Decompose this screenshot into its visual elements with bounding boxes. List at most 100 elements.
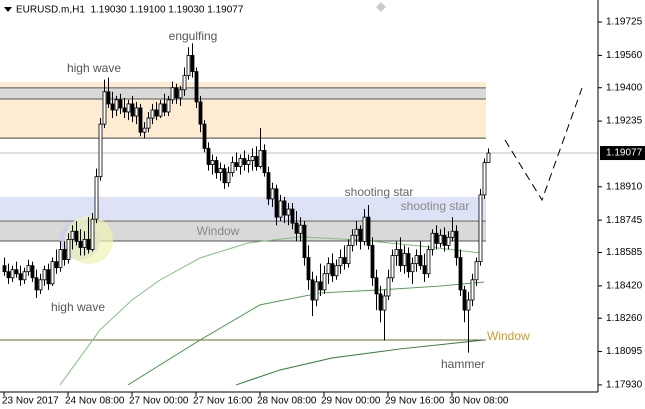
candle-body bbox=[286, 208, 291, 216]
candle-body bbox=[386, 277, 391, 297]
candle-body bbox=[374, 277, 379, 295]
candle-body bbox=[430, 232, 435, 250]
candle-body bbox=[438, 234, 443, 244]
candle-body bbox=[202, 123, 207, 149]
candle-body bbox=[270, 188, 275, 200]
candle-body bbox=[118, 99, 123, 109]
candle-body bbox=[210, 160, 215, 165]
candle-body bbox=[482, 162, 487, 196]
candle-body bbox=[266, 172, 271, 200]
candle-body bbox=[190, 54, 195, 72]
candle-body bbox=[146, 117, 151, 129]
candle-body bbox=[98, 123, 103, 178]
x-tick-label: 28 Nov 08:00 bbox=[257, 396, 317, 407]
chart-title: EURUSD.m,H1 1.19030 1.19100 1.19030 1.19… bbox=[16, 5, 244, 16]
candle-body bbox=[138, 107, 143, 133]
candle-body bbox=[426, 249, 431, 275]
y-tick-label: 1.19400 bbox=[606, 82, 643, 93]
candle-body bbox=[6, 271, 11, 279]
candle-body bbox=[394, 249, 399, 256]
x-tick-label: 29 Nov 16:00 bbox=[385, 396, 445, 407]
candle-body bbox=[402, 253, 407, 267]
y-tick-label: 1.18260 bbox=[606, 313, 643, 324]
candle-body bbox=[162, 103, 167, 113]
candle-body bbox=[242, 158, 247, 165]
annotation: shooting star bbox=[401, 199, 470, 213]
last-price-label: 1.19077 bbox=[606, 148, 643, 159]
candle-body bbox=[102, 91, 107, 125]
candle-body bbox=[370, 245, 375, 279]
candle-body bbox=[442, 234, 447, 246]
y-tick-label: 1.19725 bbox=[606, 17, 643, 28]
candle-body bbox=[354, 228, 359, 236]
candle-body bbox=[326, 263, 331, 275]
candle-body bbox=[346, 245, 351, 265]
annotation: shooting star bbox=[345, 185, 414, 199]
candle-body bbox=[342, 257, 347, 265]
candle-body bbox=[198, 101, 203, 125]
candle-body bbox=[254, 156, 259, 167]
y-tick-label: 1.18585 bbox=[606, 247, 643, 258]
candle-body bbox=[454, 230, 459, 258]
candle-body bbox=[398, 249, 403, 267]
candle-body bbox=[250, 156, 255, 161]
candle-body bbox=[470, 279, 475, 301]
candle-body bbox=[2, 265, 7, 273]
candle-body bbox=[238, 158, 243, 167]
candle-body bbox=[486, 152, 491, 163]
candle-body bbox=[318, 281, 323, 291]
candle-body bbox=[142, 127, 147, 133]
moving-average bbox=[127, 281, 485, 386]
y-tick-label: 1.18745 bbox=[606, 215, 643, 226]
x-tick-label: 29 Nov 00:00 bbox=[321, 396, 381, 407]
candle-body bbox=[322, 273, 327, 291]
candle-body bbox=[74, 230, 79, 242]
candle-body bbox=[298, 224, 303, 234]
candle-body bbox=[214, 160, 219, 174]
y-tick-label: 1.17930 bbox=[606, 380, 643, 391]
x-tick-label: 27 Nov 00:00 bbox=[129, 396, 189, 407]
candle-body bbox=[150, 109, 155, 119]
candle-body bbox=[10, 269, 15, 279]
candle-body bbox=[338, 257, 343, 267]
candle-body bbox=[126, 103, 131, 113]
candle-body bbox=[170, 87, 175, 101]
candle-body bbox=[38, 279, 43, 291]
candle-body bbox=[54, 261, 59, 269]
candle-body bbox=[406, 253, 411, 273]
candle-body bbox=[434, 232, 439, 244]
last-price-box bbox=[600, 146, 645, 161]
moving-average bbox=[235, 339, 485, 386]
candle-body bbox=[42, 269, 47, 281]
candle-body bbox=[110, 103, 115, 111]
candle-body bbox=[294, 222, 299, 234]
candle-body bbox=[30, 265, 35, 279]
candle-body bbox=[282, 200, 287, 216]
y-tick-label: 1.18095 bbox=[606, 346, 643, 357]
y-tick-label: 1.19235 bbox=[606, 116, 643, 127]
zone bbox=[0, 87, 486, 100]
candle-body bbox=[18, 273, 23, 281]
candle-body bbox=[230, 162, 235, 174]
candle-body bbox=[446, 236, 451, 246]
candle-body bbox=[418, 255, 423, 267]
plot bbox=[2, 43, 491, 353]
candle-body bbox=[258, 150, 263, 167]
candle-body bbox=[262, 150, 267, 174]
candle-body bbox=[174, 87, 179, 99]
candle-body bbox=[86, 238, 91, 250]
candle-body bbox=[390, 255, 395, 279]
candle-body bbox=[478, 194, 483, 262]
projection bbox=[504, 87, 583, 202]
menu-triangle[interactable] bbox=[4, 7, 12, 12]
icon[interactable] bbox=[376, 2, 386, 12]
candle-body bbox=[62, 249, 67, 260]
candle-body bbox=[422, 265, 427, 275]
candle-body bbox=[206, 147, 211, 165]
candle-body bbox=[26, 265, 31, 273]
candle-body bbox=[66, 238, 71, 260]
candle-body bbox=[46, 269, 51, 285]
candle-body bbox=[458, 257, 463, 291]
candle-body bbox=[122, 107, 127, 113]
x-tick-label: 30 Nov 08:00 bbox=[449, 396, 509, 407]
